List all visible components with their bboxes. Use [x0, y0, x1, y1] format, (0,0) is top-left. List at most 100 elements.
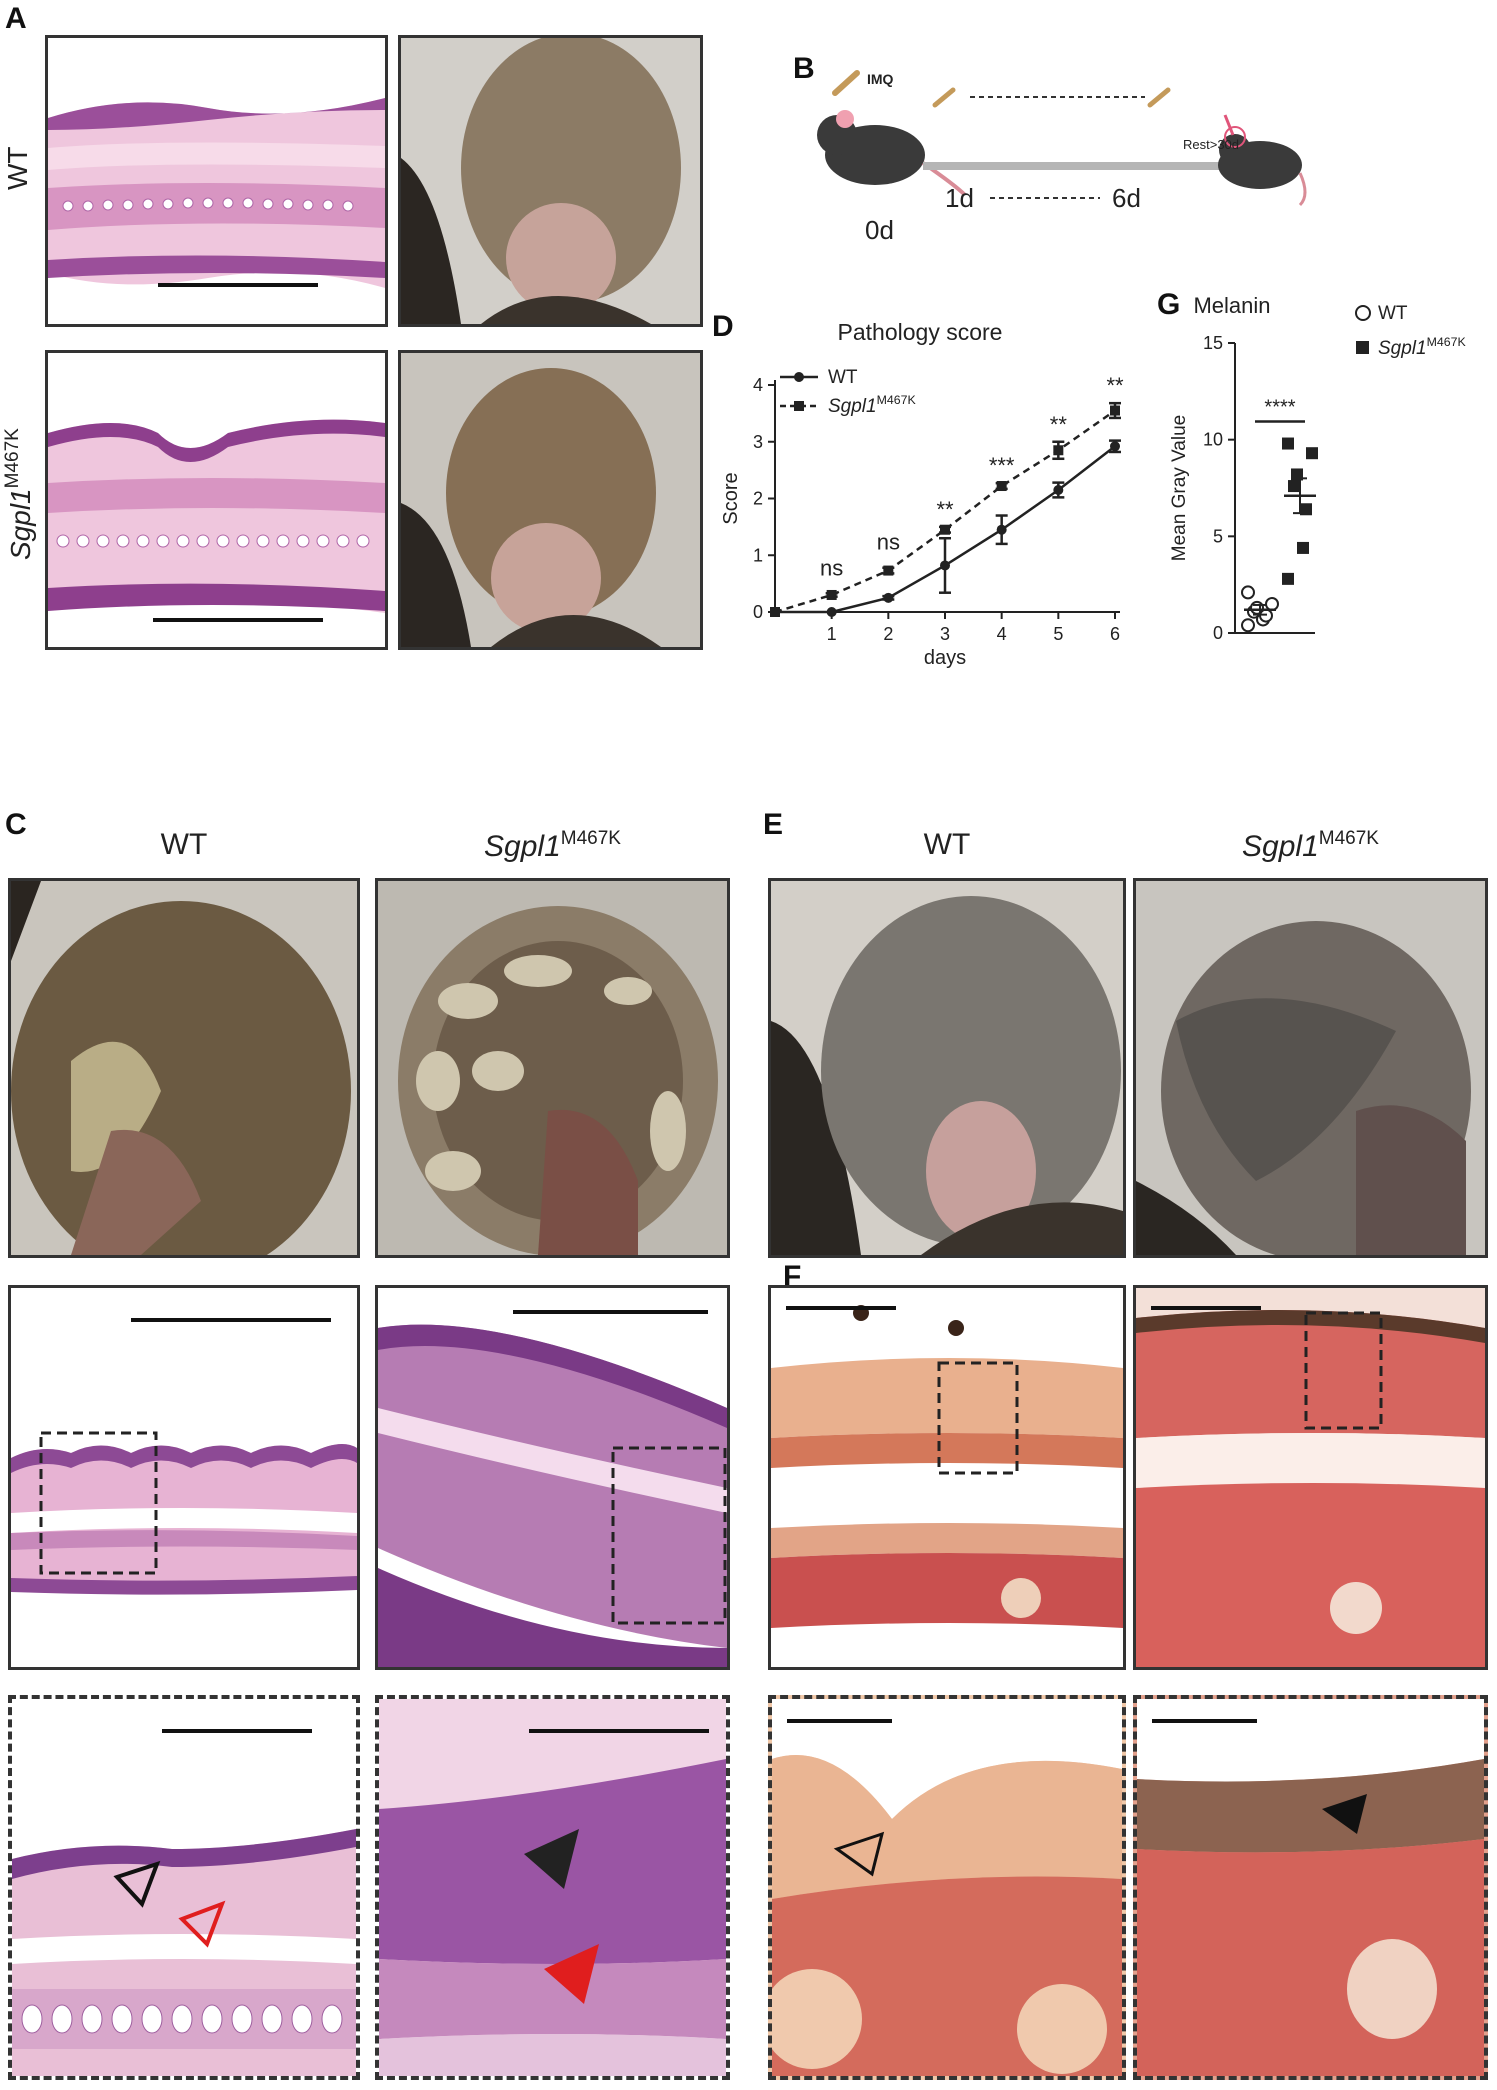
data-point: [1250, 600, 1264, 615]
chart-title: Melanin: [1193, 293, 1270, 318]
ear-photo-mutant: [401, 353, 700, 647]
data-point: [940, 560, 950, 571]
data-point: [1110, 441, 1120, 452]
row-label-mutant: Sgpl1M467K: [2, 420, 42, 570]
row-label-wt: WT: [2, 146, 42, 210]
panel-a-histology-mutant: [45, 350, 388, 650]
scale-bar: [1151, 1306, 1261, 1310]
y-tick-label: 0: [753, 602, 763, 622]
fontana-stain-overview-wt: [771, 1305, 1123, 1628]
scale-bar: [787, 1719, 892, 1723]
data-point: [883, 565, 894, 576]
data-point: [1265, 597, 1279, 611]
pathology-score-chart: Pathology score 0 1 2 3 4 1 2 3 4 5 6 days Score ns n…: [720, 319, 1124, 669]
column-title-allele: M467K: [1318, 828, 1379, 849]
mouse-icon-end: [1218, 114, 1307, 207]
column-title-mutant: Sgpl1M467K: [1133, 828, 1488, 864]
open-arrowhead-marker: [113, 1860, 161, 1908]
scale-bar: [153, 618, 323, 622]
data-point: [940, 524, 950, 535]
day-label-6: 6d: [1112, 183, 1141, 213]
he-section-overview-wt: [11, 1431, 357, 1595]
x-axis-label: days: [924, 647, 966, 669]
chart-title: Pathology score: [838, 319, 1003, 345]
panel-d-label: D: [712, 310, 734, 343]
data-point: [1053, 484, 1064, 495]
legend-label: Sgpl1M467K: [1378, 335, 1466, 359]
melanin-chart: Melanin 0 5 10 15 Mean Gray Value **** WT Sgp…: [1169, 293, 1466, 643]
data-point: [1241, 585, 1255, 600]
y-tick-label: 5: [1213, 526, 1223, 546]
panel-c-label: C: [5, 808, 27, 841]
data-point: [1288, 480, 1300, 493]
panel-a-label: A: [5, 2, 27, 35]
data-point: [883, 592, 894, 603]
he-section-zoom-wt: [12, 1829, 356, 2076]
y-tick-label: 15: [1203, 333, 1223, 353]
panel-b-schematic: IMQ Rest>30d 0d 1d 6d: [815, 55, 1315, 245]
chart-axes: 0 5 10 15 Mean Gray Value: [1169, 333, 1315, 643]
he-tissue-section-mutant: [48, 419, 385, 613]
y-axis-label: Mean Gray Value: [1169, 415, 1190, 561]
experiment-timeline: [817, 70, 1307, 207]
he-section-zoom-mutant: [379, 1699, 726, 2076]
significance-label: ***: [989, 453, 1015, 478]
roi-box: [611, 1446, 727, 1625]
panel-f-stain-mutant: [1133, 1285, 1488, 1670]
significance-label: ****: [1264, 397, 1295, 419]
drug-label: IMQ: [867, 71, 894, 87]
significance-label: **: [1050, 412, 1068, 437]
ear-photo-lesion-wt: [11, 881, 357, 1255]
y-tick-label: 3: [753, 432, 763, 452]
legend-marker: [794, 401, 804, 411]
ear-photo-recovered-mutant: [1136, 881, 1485, 1255]
data-point: [1241, 618, 1255, 633]
panel-f-label: F: [783, 1260, 802, 1293]
panel-e-ear-photo-wt: [768, 878, 1126, 1258]
fontana-stain-zoom-wt: [772, 1699, 1122, 2076]
mouse-icon-start: [817, 110, 967, 197]
x-tick-label: 1: [827, 624, 837, 644]
x-tick-label: 3: [940, 624, 950, 644]
fontana-stain-overview-mutant: [1136, 1288, 1485, 1667]
chart-legend: WT Sgpl1M467K: [1355, 303, 1466, 359]
panel-e-label: E: [763, 808, 784, 841]
legend-marker: [1356, 341, 1369, 354]
y-tick-label: 1: [753, 545, 763, 565]
roi-box: [937, 1361, 1019, 1475]
panel-c-zoom-wt: [8, 1695, 360, 2080]
chart-series: [770, 401, 1121, 617]
significance-label: ns: [877, 530, 900, 555]
day-label-1: 1d: [945, 183, 974, 213]
y-tick-label: 0: [1213, 623, 1223, 643]
data-point: [1306, 447, 1318, 460]
panel-f-zoom-mutant: [1133, 1695, 1488, 2080]
data-point: [770, 607, 780, 617]
scale-bar: [162, 1729, 312, 1733]
panel-a-ear-photo-mutant: [398, 350, 703, 650]
panel-b-label: B: [793, 52, 815, 85]
panel-c-histology-mutant: [375, 1285, 730, 1670]
x-tick-label: 5: [1053, 624, 1063, 644]
chart-legend: WT Sgpl1M467K: [780, 367, 916, 417]
x-tick-label: 2: [883, 624, 893, 644]
filled-arrowhead-marker: [1322, 1794, 1367, 1834]
data-point: [1282, 437, 1294, 450]
panel-a-histology-wt: [45, 35, 388, 327]
panel-f-zoom-wt: [768, 1695, 1126, 2080]
column-title-allele: M467K: [560, 828, 621, 849]
ear-photo-recovered-wt: [771, 881, 1123, 1255]
data-point: [996, 524, 1007, 535]
significance-label: **: [936, 497, 954, 522]
panel-a-ear-photo-wt: [398, 35, 703, 327]
filled-arrowhead-marker: [524, 1829, 579, 1889]
legend-label: WT: [828, 367, 858, 388]
he-section-overview-mutant: [378, 1324, 727, 1667]
filled-red-arrowhead-marker: [544, 1944, 599, 2004]
row-label-mutant-gene: Sgpl1: [5, 488, 36, 560]
chart-series: ****: [1241, 397, 1318, 633]
scale-bar: [158, 283, 318, 287]
panel-c-histology-wt: [8, 1285, 360, 1670]
